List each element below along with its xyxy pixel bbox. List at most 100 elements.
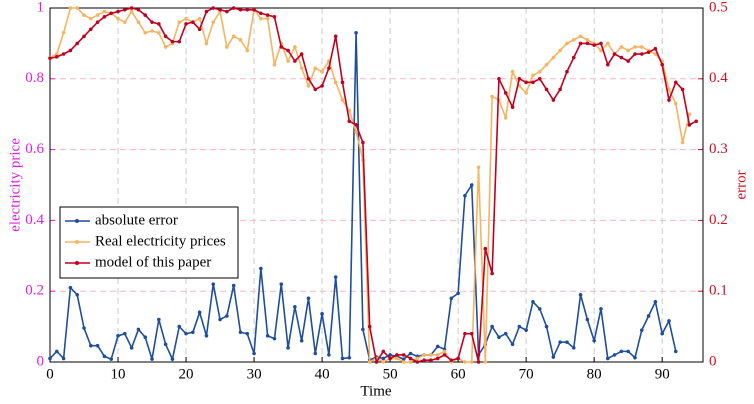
data-point — [667, 98, 671, 102]
data-point — [252, 351, 256, 356]
data-point — [435, 356, 440, 361]
data-point — [673, 349, 678, 354]
data-point — [544, 324, 549, 329]
data-point — [361, 140, 365, 145]
x-tick-label: 60 — [451, 366, 466, 382]
data-point — [687, 112, 692, 116]
data-point — [55, 349, 59, 354]
data-point — [367, 360, 372, 364]
data-point — [293, 45, 297, 49]
data-point — [238, 7, 243, 12]
data-point — [517, 324, 522, 329]
data-point — [429, 353, 433, 357]
data-point — [150, 20, 154, 24]
data-point — [218, 317, 222, 322]
data-point — [55, 52, 59, 56]
y-tick-label: 0.6 — [25, 141, 44, 157]
data-point — [116, 16, 120, 21]
data-point — [605, 41, 610, 46]
data-point — [490, 324, 494, 329]
data-point — [299, 338, 304, 343]
data-point — [646, 50, 651, 55]
data-point — [483, 246, 488, 251]
data-point — [211, 20, 216, 24]
data-point — [184, 331, 188, 336]
data-point — [68, 48, 73, 53]
data-point — [435, 353, 440, 357]
data-point — [177, 20, 182, 24]
data-point — [612, 353, 617, 357]
data-point — [667, 87, 671, 92]
plot-frame — [49, 7, 704, 363]
data-point — [408, 360, 413, 364]
data-point — [286, 48, 290, 53]
y2-tick-label: 0.4 — [709, 70, 728, 86]
data-point — [544, 87, 549, 92]
data-point — [150, 29, 154, 33]
data-point — [313, 87, 318, 92]
data-point — [136, 7, 141, 12]
x-tick-label: 30 — [247, 366, 262, 382]
data-point — [639, 45, 644, 49]
x-tick-label: 80 — [587, 366, 602, 382]
data-point — [599, 41, 603, 46]
data-point — [660, 331, 664, 336]
data-point — [571, 55, 576, 60]
data-point — [667, 319, 671, 323]
data-point — [150, 357, 154, 361]
data-point — [354, 123, 358, 127]
data-point — [327, 66, 331, 70]
data-point — [497, 77, 501, 81]
data-point — [211, 6, 216, 10]
data-point — [313, 351, 318, 356]
data-point — [619, 55, 624, 60]
data-point — [306, 296, 311, 301]
data-point — [639, 328, 644, 332]
data-point — [653, 300, 658, 304]
data-point — [510, 69, 515, 74]
data-point — [95, 343, 100, 348]
data-point — [177, 39, 182, 44]
data-point — [374, 360, 379, 364]
data-point — [225, 45, 229, 49]
data-point — [75, 41, 80, 46]
data-point — [517, 77, 522, 81]
data-point — [497, 335, 501, 340]
data-point — [184, 22, 188, 26]
data-point — [544, 62, 549, 67]
data-point — [129, 6, 134, 10]
data-point — [565, 41, 569, 46]
data-point — [585, 317, 590, 322]
data-point — [490, 271, 494, 276]
data-point — [442, 353, 447, 357]
data-point — [163, 45, 168, 49]
data-point — [231, 34, 236, 39]
data-point — [129, 9, 134, 14]
data-point — [422, 353, 426, 357]
data-point — [619, 349, 624, 354]
x-tick-label: 0 — [46, 366, 54, 382]
data-point — [340, 98, 345, 102]
data-point — [503, 331, 508, 336]
data-point — [306, 77, 311, 81]
data-point — [449, 296, 454, 301]
data-point — [157, 30, 161, 35]
data-point — [531, 300, 535, 304]
data-point — [551, 98, 556, 102]
data-point — [673, 80, 678, 85]
data-point — [626, 59, 630, 63]
data-point — [184, 16, 188, 21]
data-point — [55, 55, 59, 59]
data-point — [259, 16, 263, 21]
data-point — [531, 80, 535, 85]
data-point — [558, 87, 562, 92]
data-point — [129, 346, 134, 350]
data-point — [565, 69, 569, 74]
data-point — [265, 16, 270, 21]
x-tick-label: 50 — [383, 366, 398, 382]
data-point — [585, 38, 590, 42]
data-point — [95, 20, 100, 24]
data-point — [109, 357, 114, 361]
data-point — [299, 66, 304, 70]
data-point — [388, 356, 392, 361]
